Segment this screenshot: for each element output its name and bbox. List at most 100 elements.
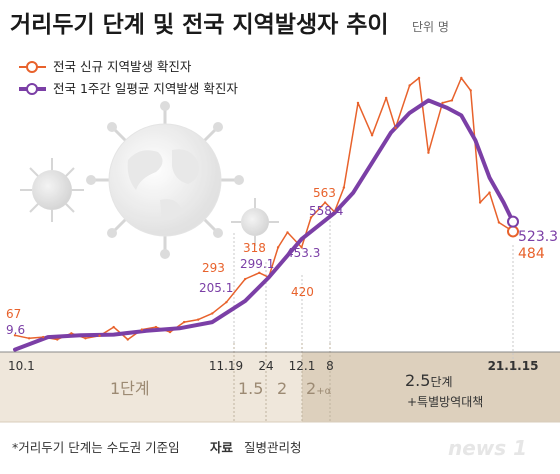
daily-point — [394, 126, 397, 130]
daily-point — [140, 328, 144, 331]
x-tick-1124: 24 — [258, 359, 273, 373]
daily-point — [27, 337, 31, 340]
daily-point — [356, 101, 360, 105]
daily-point — [225, 300, 228, 304]
average-point — [473, 138, 477, 142]
legend: 전국 신규 지역발생 확진자 전국 1주간 일평균 지역발생 확진자 — [19, 59, 238, 96]
daily-point — [469, 89, 472, 92]
daily-point — [450, 99, 454, 102]
average-point — [243, 299, 247, 303]
daily-point — [417, 76, 421, 80]
annotation-daily-start: 67 — [6, 307, 21, 321]
x-tick-1208: 8 — [326, 359, 334, 373]
average-point — [79, 333, 83, 337]
daily-point — [258, 271, 261, 274]
average-point — [177, 326, 181, 330]
stage-2-5-main: 2.5 — [405, 371, 430, 390]
stage-2-alpha-sub: +α — [316, 386, 331, 397]
stage-1-5-label: 1.5 — [238, 379, 263, 398]
average-end-marker — [507, 215, 519, 228]
daily-point — [182, 320, 186, 324]
stage-2-alpha-main: 2 — [306, 379, 316, 398]
daily-point — [427, 151, 430, 154]
average-point — [370, 161, 374, 165]
average-point — [210, 320, 214, 324]
average-point — [267, 275, 271, 279]
brand-wordmark: news 1 — [448, 436, 527, 460]
stage-band: 1단계 1.5 2 2+α 2.5단계 +특별방역대책 — [0, 213, 560, 422]
daily-point — [112, 325, 115, 329]
stage-2-alpha-label: 2+α — [306, 379, 332, 398]
average-point — [459, 113, 463, 117]
annotation-average-1208: 558.4 — [309, 204, 343, 218]
daily-point — [309, 216, 313, 219]
stage-2-5-sub: 단계 — [430, 375, 452, 389]
daily-point — [168, 330, 172, 334]
x-tick-1201: 12.1 — [289, 359, 316, 373]
daily-point — [126, 338, 129, 341]
series-points — [13, 76, 519, 352]
unit-label: 단위 명 — [412, 20, 449, 34]
annotation-daily-1119: 293 — [202, 261, 225, 275]
average-point — [408, 111, 412, 115]
source-text: 질병관리청 — [244, 440, 302, 455]
average-point — [112, 333, 116, 337]
daily-point — [56, 338, 59, 341]
legend-daily-marker — [26, 61, 38, 73]
source-label: 자료 — [210, 440, 234, 455]
average-point — [332, 211, 336, 215]
average-point — [445, 106, 449, 110]
chart-title: 거리두기 단계 및 전국 지역발생자 추이 — [10, 12, 389, 38]
stage-band-highlight — [302, 352, 560, 422]
average-point — [46, 335, 50, 339]
annotation-daily-1124: 318 — [243, 241, 266, 255]
stage-1-label: 1단계 — [110, 379, 150, 398]
average-point — [426, 98, 430, 102]
x-tick-1119: 11.19 — [209, 359, 243, 373]
average-series-line — [13, 98, 515, 352]
daily-point — [154, 325, 158, 329]
stage-2-5-label: 2.5단계 — [405, 371, 453, 390]
daily-point — [370, 134, 374, 137]
daily-point — [342, 186, 346, 189]
average-point — [145, 329, 149, 333]
annotation-average-end: 523.3 — [518, 229, 558, 245]
daily-point — [497, 221, 501, 224]
daily-point — [211, 312, 214, 315]
annotation-daily-1208: 563 — [313, 186, 336, 200]
annotation-daily-1201: 420 — [291, 285, 314, 299]
daily-point — [84, 337, 87, 340]
annotation-average-start: 9.6 — [6, 323, 25, 337]
average-point — [351, 191, 355, 195]
annotation-average-1124: 299.1 — [240, 257, 274, 271]
average-point — [488, 176, 492, 180]
legend-average-marker — [26, 83, 38, 95]
daily-point — [98, 334, 101, 338]
daily-point — [384, 96, 388, 100]
daily-series-line — [14, 77, 514, 341]
daily-point — [300, 246, 303, 249]
daily-point — [70, 332, 73, 335]
daily-point — [276, 246, 280, 249]
daily-point — [460, 76, 463, 80]
legend-daily-label: 전국 신규 지역발생 확진자 — [53, 59, 192, 74]
stage-2-label: 2 — [277, 379, 287, 398]
x-tick-1001: 10.1 — [8, 359, 35, 373]
footnote: *거리두기 단계는 수도권 기준임 — [12, 440, 180, 455]
x-tick-0115: 21.1.15 — [488, 359, 539, 373]
daily-end-marker — [507, 225, 519, 238]
annotation-average-1119: 205.1 — [199, 281, 233, 295]
average-point — [300, 237, 304, 241]
daily-point — [488, 191, 491, 194]
daily-point — [441, 101, 444, 105]
daily-point — [408, 84, 411, 87]
virus-illustration — [20, 101, 279, 259]
stage-note: +특별방역대책 — [407, 394, 483, 409]
x-tick-labels: 10.1 11.19 24 12.1 8 21.1.15 — [8, 359, 538, 373]
daily-point — [244, 277, 247, 281]
daily-point — [478, 201, 482, 204]
daily-point — [286, 231, 289, 234]
daily-point — [197, 318, 200, 321]
